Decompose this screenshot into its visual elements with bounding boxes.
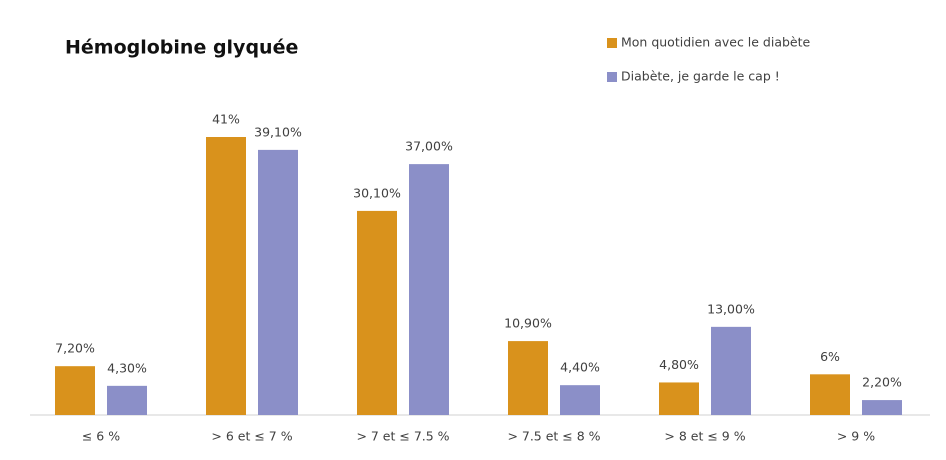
bar bbox=[206, 137, 246, 415]
x-tick-label: > 7.5 et ≤ 8 % bbox=[507, 429, 600, 444]
bar bbox=[711, 326, 751, 415]
value-label: 37,00% bbox=[405, 139, 453, 154]
value-label: 41% bbox=[212, 112, 240, 127]
legend-swatch bbox=[607, 72, 617, 82]
bar bbox=[862, 400, 902, 415]
value-label: 6% bbox=[820, 349, 840, 364]
value-label: 2,20% bbox=[862, 375, 902, 390]
x-tick-label: > 9 % bbox=[837, 429, 875, 444]
bar bbox=[107, 385, 147, 415]
legend-label: Diabète, je garde le cap ! bbox=[621, 69, 780, 84]
bar bbox=[258, 149, 298, 415]
x-tick-label: ≤ 6 % bbox=[82, 429, 120, 444]
bar bbox=[357, 210, 397, 415]
value-label: 30,10% bbox=[353, 185, 401, 200]
bar bbox=[409, 164, 449, 415]
bar bbox=[55, 366, 95, 415]
value-label: 10,90% bbox=[504, 316, 552, 331]
x-tick-label: > 8 et ≤ 9 % bbox=[664, 429, 745, 444]
legend-label: Mon quotidien avec le diabète bbox=[621, 35, 811, 50]
value-label: 7,20% bbox=[55, 341, 95, 356]
legend-swatch bbox=[607, 38, 617, 48]
chart-title: Hémoglobine glyquée bbox=[65, 37, 298, 59]
bar bbox=[560, 385, 600, 415]
value-label: 4,40% bbox=[560, 360, 600, 375]
value-label: 39,10% bbox=[254, 124, 302, 139]
value-label: 13,00% bbox=[707, 301, 755, 316]
value-label: 4,80% bbox=[659, 357, 699, 372]
bar bbox=[659, 382, 699, 415]
bar bbox=[810, 374, 850, 415]
bar bbox=[508, 341, 548, 415]
value-label: 4,30% bbox=[107, 360, 147, 375]
x-tick-label: > 7 et ≤ 7.5 % bbox=[356, 429, 449, 444]
x-tick-label: > 6 et ≤ 7 % bbox=[211, 429, 292, 444]
